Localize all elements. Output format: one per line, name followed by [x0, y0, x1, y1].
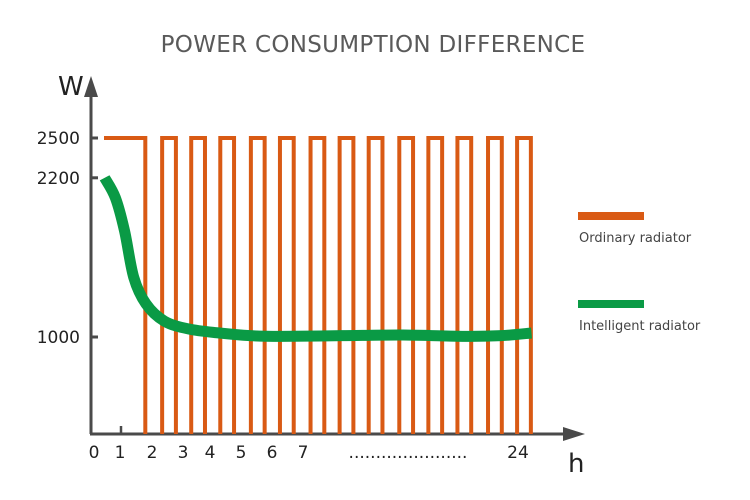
legend-label: Ordinary radiator [579, 231, 692, 246]
y-tick-label: 2500 [37, 129, 80, 149]
x-tick-label: 24 [507, 443, 529, 463]
x-tick-label: 7 [298, 443, 309, 463]
x-ticks: 0 1 2 3 4 5 6 7 24...................... [89, 426, 529, 463]
legend: Ordinary radiator Intelligent radiator [578, 212, 701, 334]
ordinary-radiator-pulse [160, 136, 178, 434]
ordinary-radiator-pulse [337, 136, 356, 434]
x-tick-label: 1 [115, 443, 126, 463]
ordinary-radiator-pulse [515, 136, 533, 434]
chart-title: POWER CONSUMPTION DIFFERENCE [161, 32, 586, 58]
axes: W h [58, 72, 585, 479]
x-axis-arrow [563, 427, 585, 441]
ordinary-radiator-pulse [486, 136, 504, 434]
ordinary-radiator-pulse [426, 136, 445, 434]
ordinary-radiator-pulse [248, 136, 267, 434]
ordinary-radiator-pulse [189, 136, 207, 434]
legend-label: Intelligent radiator [579, 319, 701, 334]
y-tick-label: 2200 [37, 169, 80, 189]
ordinary-radiator-pulse [455, 136, 474, 434]
series-layer [99, 136, 533, 434]
y-ticks: 2500 2200 1000 [37, 129, 98, 348]
x-tick-label: 0 [89, 443, 100, 463]
x-tick-label: 4 [205, 443, 216, 463]
x-tick-label: 6 [267, 443, 278, 463]
ordinary-radiator-pulse [308, 136, 327, 434]
ordinary-radiator-pulse [104, 136, 148, 434]
y-axis-arrow [84, 76, 98, 97]
x-tick-label: 3 [178, 443, 189, 463]
ordinary-radiator-pulse [277, 136, 296, 434]
y-tick-label: 1000 [37, 328, 80, 348]
x-axis-label: h [568, 449, 584, 479]
ordinary-radiator-pulse [366, 136, 385, 434]
ordinary-radiator-pulse [218, 136, 237, 434]
x-tick-label: 5 [236, 443, 247, 463]
legend-swatch [578, 212, 644, 220]
legend-swatch [578, 300, 644, 308]
y-axis-label: W [58, 72, 84, 102]
ordinary-radiator-pulse [397, 136, 416, 434]
x-tick-label: 2 [147, 443, 158, 463]
x-ellipsis: ...................... [349, 443, 468, 463]
intelligent-radiator-line [99, 175, 533, 342]
